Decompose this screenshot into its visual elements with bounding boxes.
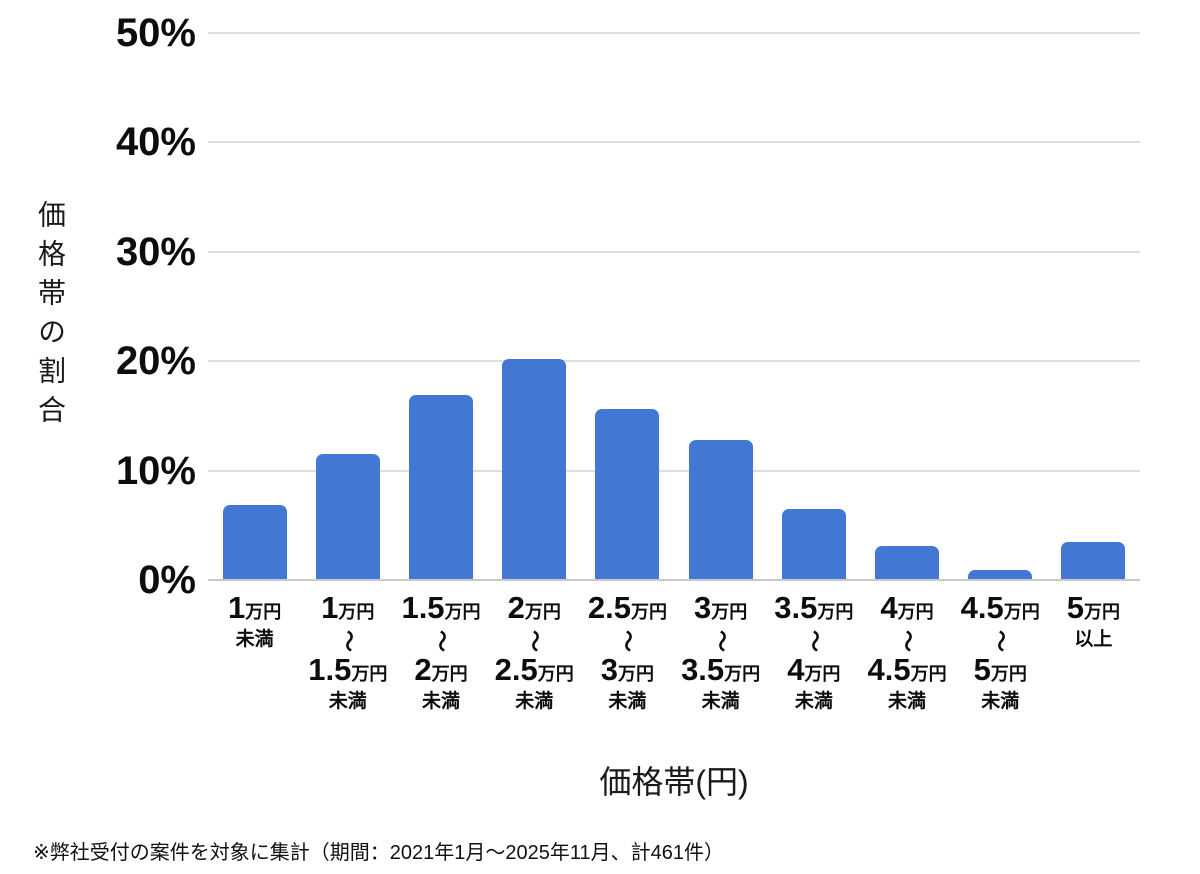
bar-series: [208, 33, 1140, 580]
bar-3万円～3.5万円未満: [688, 439, 753, 580]
range-tilde: ～: [615, 629, 641, 653]
bar-cell: [767, 33, 860, 580]
y-tick-label: 0%: [138, 558, 196, 602]
gridline-40: [208, 141, 1140, 144]
x-tick-label: 3万円～ 3.5万円 未満: [681, 590, 761, 713]
y-tick-label: 20%: [115, 339, 196, 384]
gridline-50: [208, 32, 1140, 34]
gridline-0: [208, 579, 1140, 581]
range-tilde: ～: [429, 629, 455, 653]
range-tilde: ～: [988, 629, 1014, 653]
bar-cell: [674, 33, 767, 580]
x-axis-title: 価格帯(円): [599, 764, 749, 800]
range-tilde: ～: [335, 629, 361, 653]
y-tick-label: 50%: [115, 11, 196, 55]
range-tilde: ～: [895, 629, 921, 653]
bar-1万円未満: [222, 504, 287, 580]
footnote: ※弊社受付の案件を対象に集計（期間：2021年1月～2025年11月、計461件…: [33, 842, 724, 864]
bar-2.5万円～3万円未満: [595, 409, 660, 580]
x-tick-label: 3.5万円～ 4万円 未満: [774, 590, 854, 713]
bar-cell: [208, 33, 301, 580]
bar-1.5万円～2万円未満: [409, 395, 473, 580]
x-tick-label: 4.5万円～ 5万円 未満: [960, 590, 1040, 713]
x-tick-label: 2万円～ 2.5万円 未満: [494, 590, 574, 713]
bar-cell: [1047, 33, 1140, 580]
y-tick-label: 30%: [115, 229, 196, 274]
range-tilde: ～: [801, 629, 827, 653]
bar-cell: [860, 33, 953, 580]
x-axis-tick-labels: 1万円 未満 1万円～ 1.5万円 未満 1.5万円～ 2万円 未満 2万円～ 2.5万円 未満 2.…: [208, 590, 1140, 713]
range-tilde: ～: [522, 629, 548, 653]
gridline-30: [208, 250, 1140, 253]
y-tick-label: 10%: [115, 448, 196, 493]
gridline-20: [208, 360, 1140, 363]
x-tick-label: 5万円 以上: [1066, 590, 1121, 651]
range-tilde: ～: [708, 629, 734, 653]
x-tick-label: 4万円～ 4.5万円 未満: [867, 590, 947, 713]
gridline-10: [208, 469, 1140, 472]
y-tick-label: 40%: [115, 120, 196, 165]
bar-3.5万円～4万円未満: [781, 508, 846, 580]
x-tick-label: 2.5万円～ 3万円 未満: [587, 590, 667, 713]
y-axis-title: 価格帯の割合: [35, 200, 66, 434]
bar-4.5万円～5万円未満: [968, 570, 1033, 580]
bar-5万円以上: [1061, 541, 1126, 580]
bar-4万円～4.5万円未満: [875, 546, 940, 580]
bar-cell: [301, 33, 394, 580]
bar-2万円～2.5万円未満: [502, 359, 567, 580]
x-tick-label: 1.5万円～ 2万円 未満: [401, 590, 481, 713]
bar-cell: [488, 33, 581, 580]
x-tick-label: 1万円～ 1.5万円 未満: [308, 590, 388, 713]
y-axis-tick-labels: 0% 10% 20% 30% 40% 50%: [0, 13, 198, 600]
bar-1万円～1.5万円未満: [315, 454, 380, 580]
x-tick-label: 1万円 未満: [227, 590, 282, 651]
bar-cell: [394, 33, 487, 580]
bar-cell: [581, 33, 674, 580]
plot-area: [208, 32, 1140, 581]
bar-cell: [954, 33, 1047, 580]
